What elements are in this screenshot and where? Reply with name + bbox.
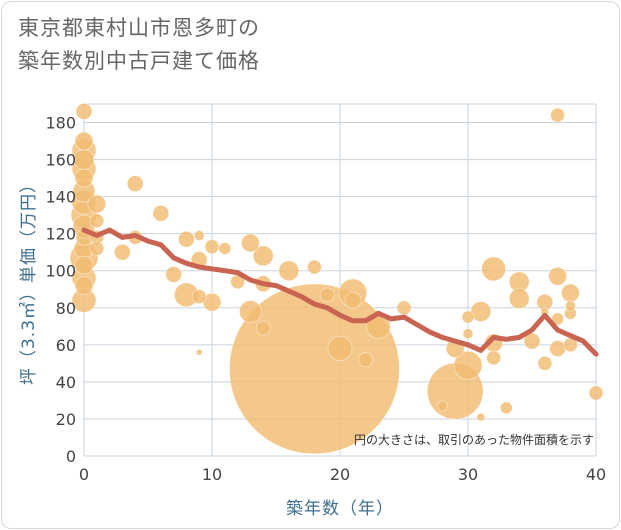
y-tick-label: 80 bbox=[56, 299, 76, 318]
data-bubble bbox=[255, 320, 271, 336]
data-bubble bbox=[191, 289, 207, 305]
x-tick-labels: 0 10 20 30 40 bbox=[79, 465, 606, 484]
data-bubble bbox=[481, 256, 507, 282]
y-tick-label: 160 bbox=[45, 151, 76, 170]
data-bubble bbox=[240, 233, 260, 253]
data-bubble bbox=[453, 350, 483, 380]
data-bubble bbox=[565, 300, 576, 312]
data-bubble bbox=[462, 328, 474, 340]
data-bubble bbox=[74, 131, 94, 151]
chart-title-line2: 築年数別中古戸建て価格 bbox=[18, 49, 260, 73]
data-bubble bbox=[344, 291, 362, 309]
y-tick-label: 40 bbox=[56, 373, 76, 392]
data-bubble bbox=[152, 204, 170, 222]
x-tick-label: 40 bbox=[586, 465, 606, 484]
x-axis-title: 築年数（年） bbox=[286, 499, 394, 519]
data-bubble bbox=[74, 276, 94, 295]
data-bubble bbox=[177, 230, 195, 248]
y-tick-label: 120 bbox=[45, 225, 76, 244]
data-bubble bbox=[75, 103, 93, 120]
data-bubble bbox=[89, 213, 105, 229]
data-bubble bbox=[549, 340, 566, 357]
data-bubble bbox=[238, 300, 262, 323]
data-bubble bbox=[74, 168, 94, 188]
chart-title-line1: 東京都東村山市恩多町の bbox=[18, 16, 260, 40]
data-bubble bbox=[87, 194, 107, 214]
data-bubble bbox=[358, 352, 374, 368]
data-bubble bbox=[74, 255, 94, 275]
data-bubble bbox=[396, 300, 412, 316]
chart-title: 東京都東村山市恩多町の 築年数別中古戸建て価格 bbox=[18, 12, 260, 78]
data-bubble bbox=[193, 230, 205, 241]
data-bubble bbox=[548, 266, 567, 286]
data-bubble bbox=[218, 242, 232, 255]
data-bubble bbox=[252, 245, 274, 267]
data-bubble bbox=[486, 350, 502, 366]
data-bubble bbox=[508, 288, 530, 309]
y-tick-label: 180 bbox=[45, 114, 76, 133]
data-bubble bbox=[126, 175, 144, 193]
data-bubble bbox=[228, 283, 400, 455]
y-tick-label: 0 bbox=[66, 447, 76, 466]
x-tick-label: 20 bbox=[330, 465, 350, 484]
trend-line bbox=[81, 227, 599, 357]
data-bubble bbox=[561, 283, 580, 303]
y-tick-label: 140 bbox=[45, 188, 76, 207]
data-bubble bbox=[523, 332, 541, 350]
data-bubble bbox=[327, 336, 353, 361]
x-tick-label: 30 bbox=[458, 465, 478, 484]
y-tick-labels: 0 20 40 60 80 100 120 140 160 180 bbox=[45, 114, 76, 466]
y-tick-label: 20 bbox=[56, 410, 76, 429]
data-bubble bbox=[551, 312, 564, 326]
data-bubble bbox=[436, 400, 448, 412]
data-bubble bbox=[114, 243, 131, 261]
data-bubble bbox=[89, 241, 105, 256]
bubble-size-note: 円の大きさは、取引のあった物件面積を示す bbox=[354, 432, 594, 447]
data-bubble bbox=[165, 266, 183, 283]
data-bubble bbox=[73, 149, 95, 170]
y-axis-title: 坪（3.3㎡）単価（万円） bbox=[19, 175, 39, 385]
data-bubble bbox=[204, 239, 220, 255]
x-tick-label: 10 bbox=[202, 465, 222, 484]
bubble-layer bbox=[69, 103, 604, 455]
data-bubble bbox=[195, 348, 203, 356]
y-tick-label: 60 bbox=[56, 336, 76, 355]
data-bubble bbox=[537, 355, 553, 371]
x-tick-label: 0 bbox=[79, 465, 89, 484]
data-bubble bbox=[319, 287, 335, 303]
y-tick-label: 100 bbox=[45, 262, 76, 281]
data-bubble bbox=[476, 412, 486, 422]
data-bubble bbox=[306, 259, 322, 275]
data-bubble bbox=[461, 310, 475, 324]
data-bubble bbox=[550, 107, 565, 123]
data-bubble bbox=[499, 401, 513, 415]
data-bubble bbox=[278, 260, 300, 282]
data-bubble bbox=[588, 385, 604, 401]
